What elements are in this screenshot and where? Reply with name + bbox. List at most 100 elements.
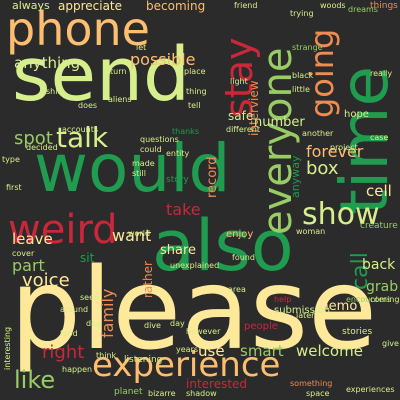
word-anyway: anyway	[289, 155, 302, 198]
word-story: story	[166, 175, 189, 185]
word-found: found	[232, 253, 255, 262]
word-like: like	[14, 366, 56, 394]
word-family: family	[98, 288, 117, 338]
word-spot: spot	[14, 128, 53, 149]
word-appreciate: appreciate	[58, 0, 123, 13]
word-voice: voice	[22, 270, 70, 291]
word-also: also	[152, 205, 294, 287]
word-smart: smart	[240, 342, 284, 360]
word-thing: thing	[186, 87, 207, 96]
word-world: world	[128, 229, 151, 238]
word-questions: questions	[140, 135, 179, 144]
word-box: box	[306, 158, 339, 179]
word-another: another	[302, 129, 334, 138]
word-accounts: accounts	[62, 125, 99, 134]
word-rather: rather	[141, 261, 155, 298]
word-safe: safe	[228, 109, 254, 123]
word-memo: memo	[316, 299, 358, 314]
word-cover: cover	[12, 249, 35, 258]
word-aliens: aliens	[108, 95, 132, 104]
word-becoming: becoming	[146, 0, 206, 13]
word-number: number	[254, 115, 305, 130]
word-use: use	[198, 342, 225, 360]
word-turn: turn	[110, 67, 127, 76]
word-things: things	[370, 1, 398, 11]
word-encounters: encounters	[346, 295, 391, 304]
word-listening: listening	[124, 355, 163, 365]
word-leave: leave	[12, 230, 53, 248]
word-interesting: interesting	[3, 326, 12, 370]
word-entity: entity	[166, 149, 190, 158]
word-help: help	[274, 295, 292, 304]
word-later: later	[296, 311, 315, 320]
word-tell: tell	[188, 101, 201, 110]
word-woman: woman	[296, 227, 326, 236]
word-hope: hope	[344, 109, 369, 120]
word-space: space	[306, 389, 330, 398]
word-something: something	[290, 379, 333, 388]
word-thanks: thanks	[172, 127, 199, 136]
word-black: black	[292, 71, 314, 80]
word-case: case	[370, 133, 389, 142]
word-day: day	[170, 319, 185, 328]
word-send: send	[12, 32, 190, 118]
word-enjoy: enjoy	[226, 229, 254, 240]
word-seen: seen	[80, 293, 100, 302]
word-dive: dive	[144, 321, 161, 330]
word-cell: cell	[366, 182, 392, 200]
word-creature: creature	[360, 221, 398, 231]
word-different: different	[226, 125, 260, 134]
word-part: part	[12, 256, 45, 275]
word-welcome: welcome	[296, 342, 363, 360]
word-still: still	[132, 169, 146, 178]
word-show: show	[302, 197, 380, 232]
word-possible: possible	[130, 50, 196, 69]
word-weird: weird	[8, 207, 118, 253]
word-submission: submission	[274, 305, 331, 316]
word-people: people	[244, 321, 278, 332]
word-right: right	[42, 342, 85, 363]
word-always: always	[12, 0, 50, 12]
word-decided: decided	[26, 143, 58, 152]
word-dog: dog	[86, 319, 102, 328]
word-experiences: experiences	[346, 385, 395, 394]
word-light: light	[230, 77, 248, 86]
word-take: take	[166, 200, 201, 219]
word-think: think	[96, 351, 117, 360]
word-project: project	[330, 143, 358, 152]
word-planet: planet	[114, 387, 143, 397]
word-woods: woods	[320, 1, 346, 10]
word-back: back	[362, 257, 396, 273]
word-shadow: shadow	[186, 389, 217, 398]
word-does: does	[78, 101, 98, 110]
word-stories: stories	[342, 327, 373, 337]
word-phone: phone	[6, 2, 150, 56]
word-first: first	[6, 183, 22, 192]
word-coming: coming	[370, 295, 400, 304]
word-food: food	[60, 329, 78, 338]
word-dreams: dreams	[348, 5, 378, 14]
word-sit: sit	[80, 251, 95, 265]
word-share: share	[160, 243, 197, 258]
word-happen: happen	[62, 365, 93, 374]
word-place: place	[184, 67, 206, 76]
word-little: little	[292, 85, 310, 94]
word-around: around	[60, 305, 89, 314]
word-give: give	[382, 339, 399, 348]
word-friend: friend	[234, 1, 258, 10]
word-interested: interested	[186, 377, 248, 391]
word-let: let	[136, 43, 147, 52]
word-however: however	[186, 327, 221, 336]
word-please: please	[10, 245, 378, 375]
word-bizarre: bizarre	[148, 389, 176, 398]
word-record: record	[205, 156, 220, 198]
word-could: could	[140, 145, 162, 154]
word-trying: trying	[290, 9, 314, 18]
word-unexplained: unexplained	[170, 261, 220, 270]
word-area: area	[228, 285, 246, 294]
word-want: want	[112, 226, 152, 245]
word-strange: strange	[292, 43, 323, 52]
word-experience: experience	[92, 345, 281, 385]
word-shift: shift	[46, 87, 64, 96]
